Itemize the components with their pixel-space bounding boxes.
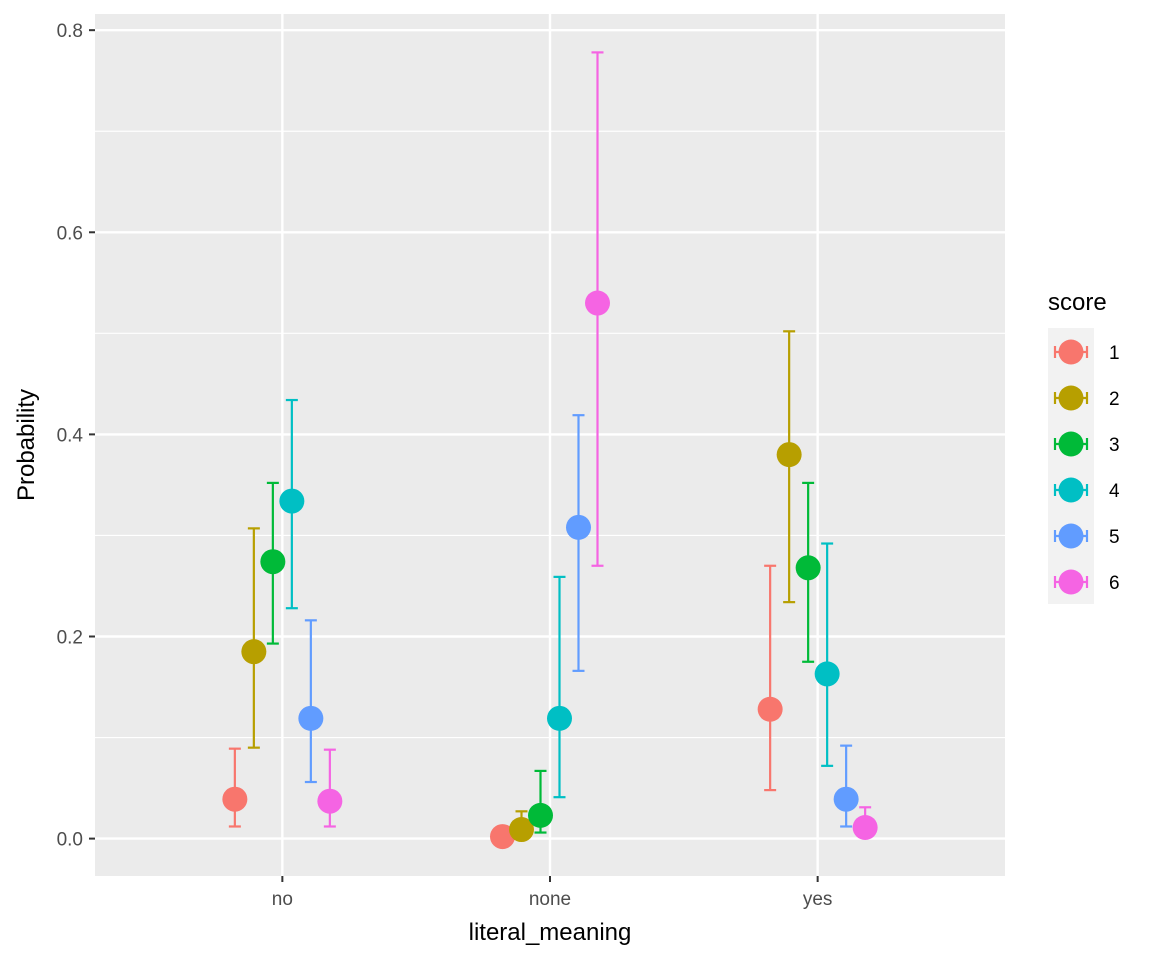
- y-axis-title: Probability: [13, 389, 40, 501]
- legend-item-5: 5: [1053, 523, 1120, 549]
- x-tick-label: yes: [803, 889, 833, 910]
- data-point: [298, 705, 324, 731]
- legend-key-point: [1058, 569, 1084, 595]
- legend-key-point: [1058, 339, 1084, 365]
- x-axis: no none yes: [272, 876, 833, 910]
- data-point: [814, 661, 840, 687]
- legend-items: 1 2 3 4 5 6: [1053, 339, 1120, 595]
- legend-key-background: [1048, 328, 1094, 604]
- series-4: [279, 398, 840, 799]
- data-point: [260, 549, 286, 575]
- legend-label: 6: [1109, 573, 1120, 594]
- data-point: [547, 705, 572, 731]
- x-tick-label: none: [529, 889, 571, 910]
- legend-label: 3: [1109, 435, 1120, 456]
- data-point: [757, 696, 783, 722]
- data-point: [585, 290, 610, 316]
- data-point: [852, 814, 878, 840]
- y-tick-label: 0.0: [57, 830, 83, 851]
- x-tick-label: no: [272, 889, 293, 910]
- legend-item-4: 4: [1053, 477, 1120, 503]
- legend-key-point: [1058, 385, 1084, 411]
- legend: score 1 2 3 4 5 6: [1048, 289, 1120, 604]
- legend-label: 4: [1109, 481, 1120, 502]
- legend-key-point: [1058, 477, 1084, 503]
- legend-title: score: [1048, 289, 1107, 316]
- legend-key-point: [1058, 523, 1084, 549]
- data-point: [833, 786, 859, 812]
- y-tick-label: 0.2: [57, 627, 83, 648]
- y-tick-label: 0.6: [57, 223, 83, 244]
- y-axis: 0.0 0.2 0.4 0.6 0.8: [57, 21, 95, 851]
- data-point: [795, 555, 821, 581]
- legend-label: 2: [1109, 389, 1120, 410]
- x-axis-title: literal_meaning: [469, 919, 632, 946]
- legend-key-point: [1058, 431, 1084, 457]
- data-point: [279, 488, 305, 514]
- data-point: [490, 824, 515, 850]
- y-tick-label: 0.8: [57, 21, 83, 42]
- data-point: [776, 442, 802, 468]
- series-3: [260, 481, 821, 834]
- legend-item-6: 6: [1053, 569, 1120, 595]
- legend-label: 5: [1109, 527, 1120, 548]
- data-point: [566, 514, 591, 540]
- data-point: [317, 788, 343, 814]
- series-layer: [222, 51, 878, 850]
- legend-label: 1: [1109, 343, 1120, 364]
- legend-item-2: 2: [1053, 385, 1120, 411]
- series-1: [222, 564, 783, 850]
- series-5: [298, 414, 859, 828]
- legend-item-1: 1: [1053, 339, 1120, 365]
- data-point: [222, 786, 248, 812]
- data-point: [528, 802, 553, 828]
- data-point: [509, 817, 534, 843]
- series-6: [317, 51, 878, 840]
- grid-major: [95, 14, 1005, 876]
- data-point: [241, 639, 267, 665]
- legend-item-3: 3: [1053, 431, 1120, 457]
- series-2: [241, 330, 802, 843]
- y-tick-label: 0.4: [57, 425, 84, 446]
